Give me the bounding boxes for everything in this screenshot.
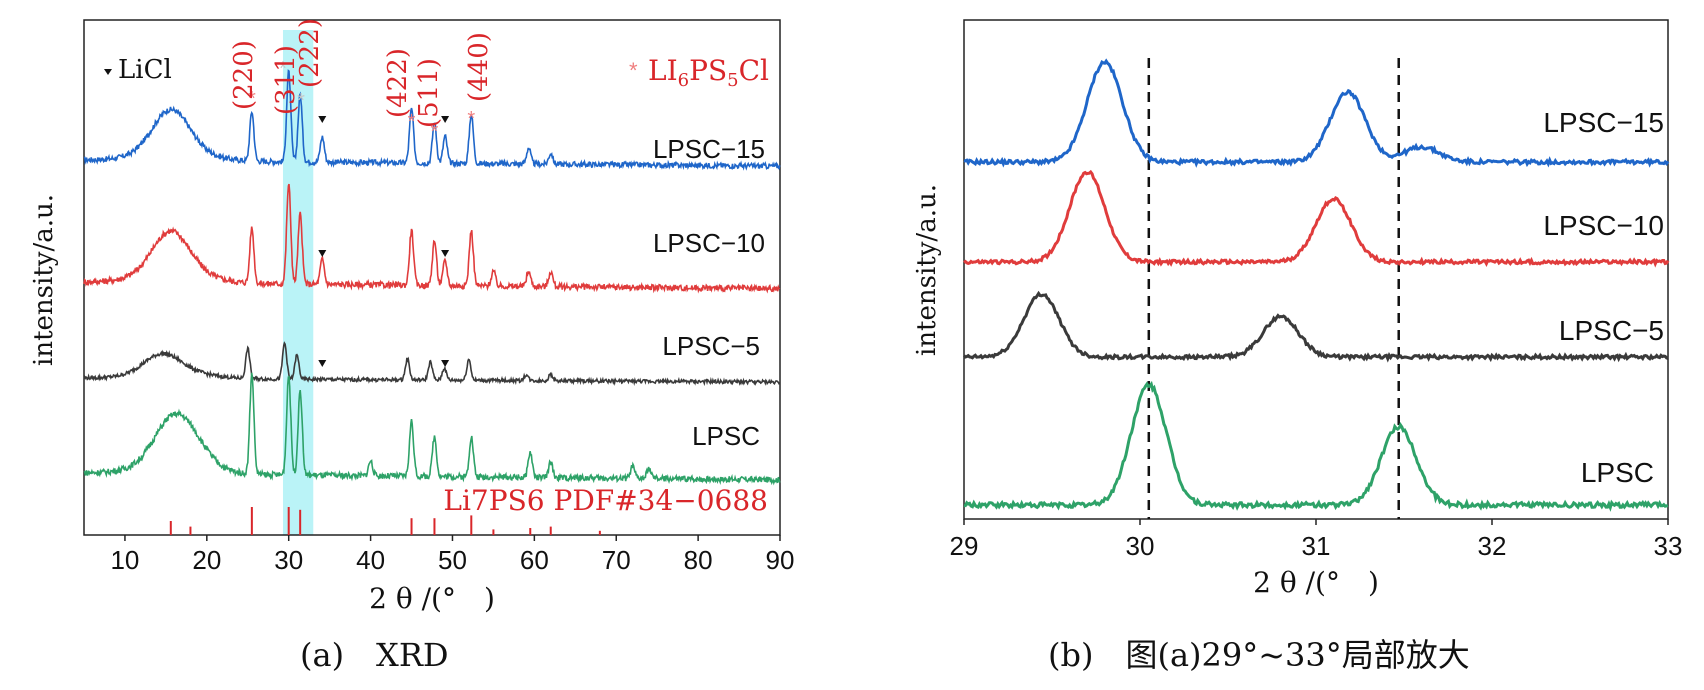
x-tick-label: 50 (438, 545, 467, 575)
series-label-lpsc-15: LPSC−15 (653, 134, 765, 164)
x-tick-label: 20 (192, 545, 221, 575)
series-label-lpsc: LPSC (1581, 457, 1654, 488)
lps-asterisk: * (467, 108, 475, 130)
x-tick-label: 80 (684, 545, 713, 575)
hkl-label--222-: (222) (295, 18, 325, 88)
x-tick-label: 30 (1126, 531, 1155, 561)
series-line-lpsc-10 (83, 183, 781, 294)
licl-marker (318, 116, 327, 123)
x-tick-label: 70 (602, 545, 631, 575)
y-axis-label: intensity/a.u. (29, 194, 59, 366)
licl-legend-marker (104, 69, 112, 75)
hkl-label--311-: (311) (271, 45, 301, 115)
series-label-lpsc-10: LPSC−10 (653, 228, 765, 258)
series-line-lpsc-5 (962, 290, 1669, 363)
lps-legend-label: LI6PS5Cl (648, 54, 769, 91)
series-label-lpsc-15: LPSC−15 (1543, 107, 1664, 138)
zoom-panel: LPSC−15 LPSC−10 LPSC−5 LPSC 29 30 31 32 33 2 θ /(… (912, 19, 1683, 599)
licl-marker (441, 250, 450, 257)
series-line-lpsc (83, 372, 781, 486)
series-line-lpsc-15 (83, 69, 781, 171)
series-label-lpsc-10: LPSC−10 (1543, 210, 1664, 241)
x-tick-label: 29 (950, 531, 979, 561)
hkl-label--220-: (220) (229, 40, 259, 110)
licl-marker (318, 360, 327, 367)
x-tick-label: 60 (520, 545, 549, 575)
lps-asterisk: * (297, 90, 305, 112)
licl-legend-label: LiCl (118, 55, 172, 85)
x-tick-label: 33 (1654, 531, 1683, 561)
licl-marker (318, 250, 327, 257)
series-line-lpsc-5 (83, 341, 781, 387)
hkl-label--422-: (422) (383, 48, 413, 118)
plot-frame (963, 19, 1669, 520)
lps-asterisk: * (431, 121, 439, 143)
series-line-lpsc (963, 380, 1669, 512)
plot-frame (83, 19, 781, 536)
series-line-lpsc-10 (963, 169, 1670, 268)
series-label-lpsc-5: LPSC−5 (662, 331, 760, 361)
series-label-lpsc: LPSC (692, 421, 760, 451)
licl-marker (441, 116, 450, 123)
lps-asterisk: * (279, 58, 287, 80)
hkl-label--440-: (440) (464, 32, 494, 102)
x-tick-label: 40 (356, 545, 385, 575)
series-label-lpsc-5: LPSC−5 (1559, 315, 1664, 346)
x-tick-label: 32 (1478, 531, 1507, 561)
lps-legend-marker: * (629, 58, 638, 83)
hkl-label--511-: (511) (414, 58, 444, 128)
licl-marker (441, 360, 450, 367)
series-line-lpsc-15 (963, 58, 1670, 168)
x-tick-label: 30 (274, 545, 303, 575)
x-tick-label: 10 (110, 545, 139, 575)
x-tick-label: 90 (766, 545, 795, 575)
y-axis-label: intensity/a.u. (912, 184, 942, 356)
caption-a: (a) XRD (300, 636, 449, 674)
x-axis-label: 2 θ /(° ) (369, 582, 495, 615)
caption-b: (b) 图(a)29°~33°局部放大 (1048, 636, 1470, 674)
reference-label: Li7PS6 PDF#34−0688 (443, 484, 768, 517)
x-axis-label: 2 θ /(° ) (1253, 566, 1379, 599)
x-tick-label: 31 (1302, 531, 1331, 561)
lps-asterisk: * (408, 111, 416, 133)
lps-asterisk: * (248, 88, 256, 110)
